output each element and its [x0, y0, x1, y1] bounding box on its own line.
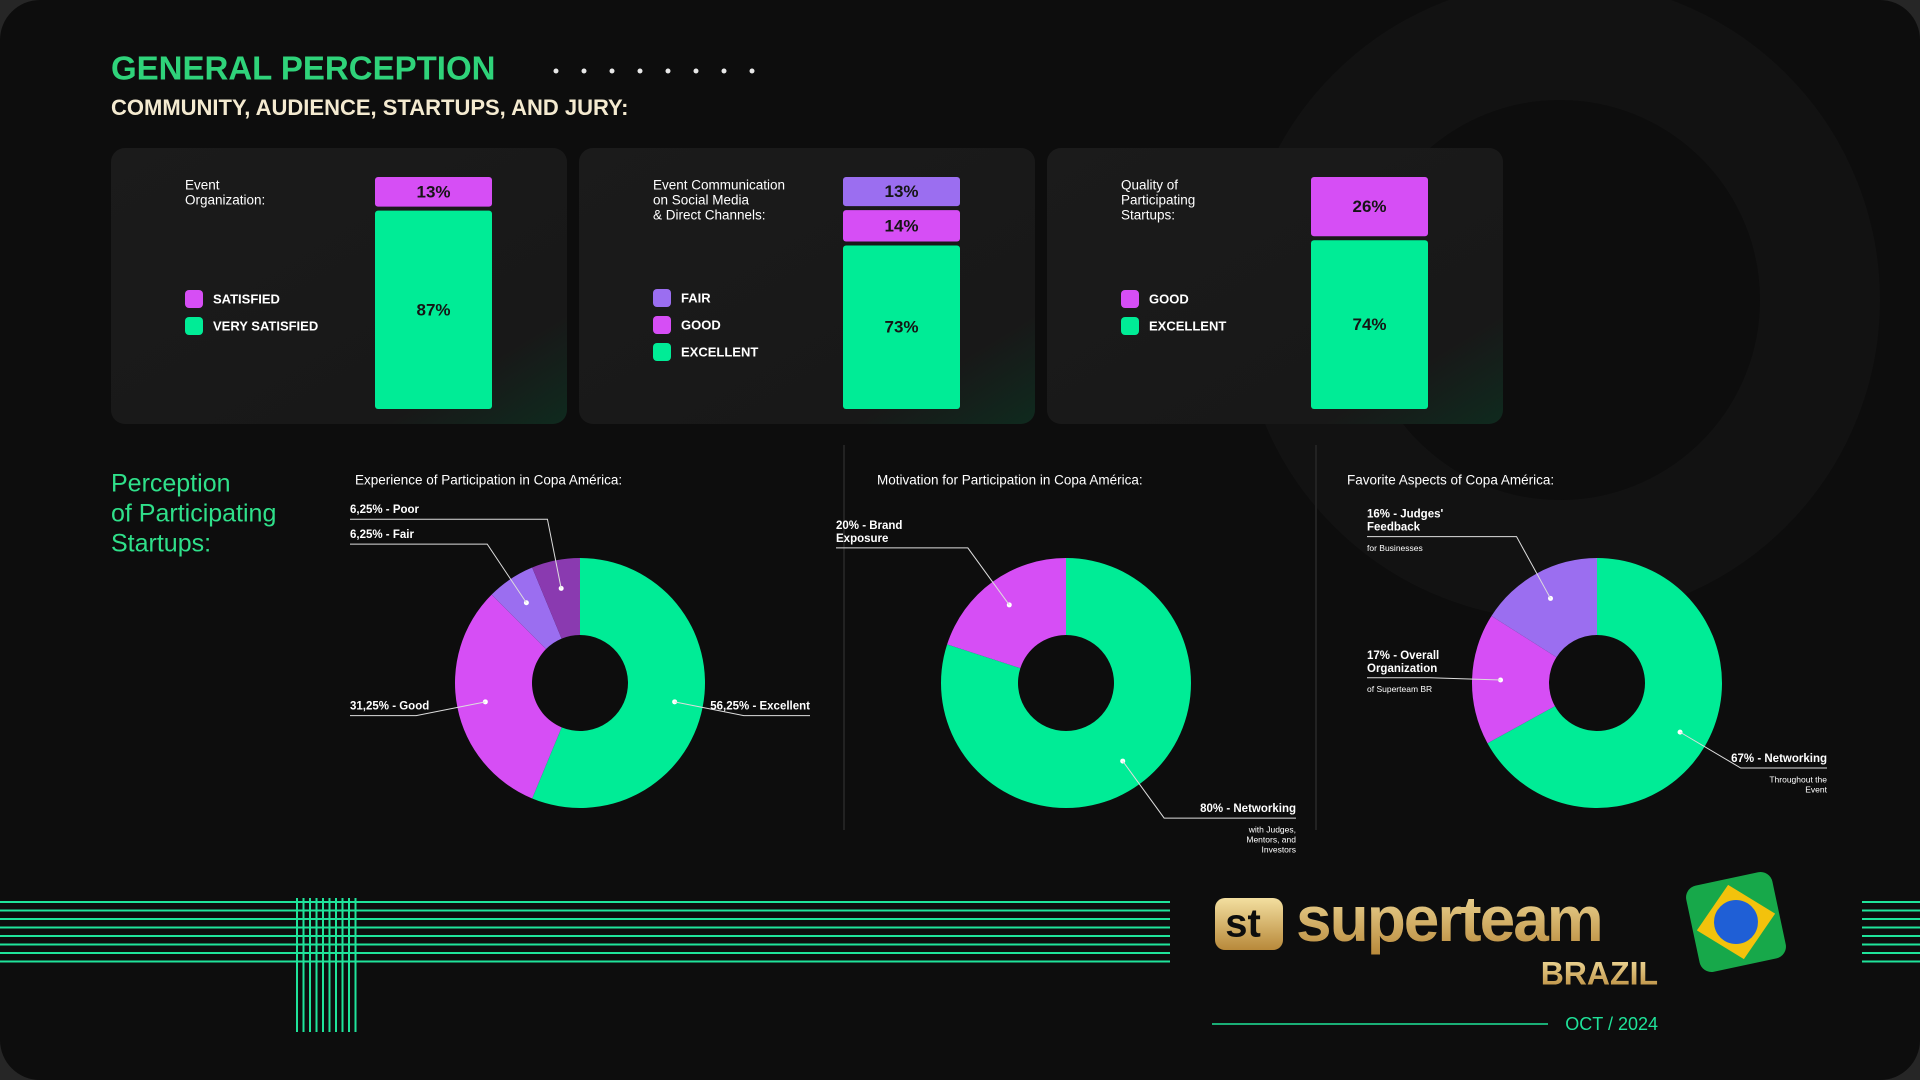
leader-line: [350, 701, 486, 717]
legend-label: EXCELLENT: [681, 344, 758, 359]
legend-label: FAIR: [681, 290, 711, 305]
donut-slice: [491, 567, 562, 650]
donut-slice: [1491, 558, 1597, 658]
chart-title: on Social Media: [653, 193, 750, 208]
leader-line: [1122, 760, 1296, 819]
chart-title: Quality of: [1121, 178, 1178, 193]
chart-title: Event: [185, 178, 220, 193]
leader-line: [350, 543, 527, 604]
slice-label: 6,25% - Fair: [350, 529, 414, 541]
slice-label: Exposure: [836, 533, 888, 545]
chart-title: Experience of Participation in Copa Amér…: [355, 473, 622, 488]
chart-title: Organization:: [185, 193, 265, 208]
legend-label: EXCELLENT: [1149, 318, 1226, 333]
leader-line: [350, 518, 562, 589]
legend-label: SATISFIED: [213, 291, 280, 306]
bar-segment: [843, 177, 960, 207]
slice-label: 67% - Networking: [1731, 753, 1827, 765]
bar-segment: [375, 177, 492, 207]
logo-icon: [1215, 898, 1283, 950]
stripes: [0, 898, 1920, 1032]
donut-slice: [1472, 616, 1557, 744]
subtitle: COMMUNITY, AUDIENCE, STARTUPS, AND JURY:: [111, 95, 628, 120]
bar-value-label: 26%: [1352, 197, 1386, 216]
logo: st superteam BRAZIL OCT / 2024: [1212, 872, 1786, 1034]
donut-slice: [947, 558, 1066, 669]
bar-value-label: 13%: [416, 182, 450, 201]
title: GENERAL PERCEPTION: [111, 50, 495, 87]
legend-label: VERY SATISFIED: [213, 318, 318, 333]
legend-label: GOOD: [681, 317, 721, 332]
leader-line: [1367, 677, 1501, 681]
legend-swatch: [653, 343, 671, 361]
slice-label: 20% - Brand: [836, 520, 902, 532]
chart-title: Favorite Aspects of Copa América:: [1347, 473, 1554, 488]
brand: superteam: [1296, 883, 1602, 955]
leader-line: [836, 547, 1010, 606]
legend-swatch: [1121, 317, 1139, 335]
donut-slice: [941, 558, 1191, 809]
slice-note: Mentors, and: [1246, 834, 1296, 844]
bar-segment: [843, 245, 960, 409]
chart-title: Motivation for Participation in Copa Amé…: [877, 473, 1143, 488]
chart-title: & Direct Channels:: [653, 208, 766, 223]
title-dots: [553, 68, 755, 74]
bar-value-label: 74%: [1352, 315, 1386, 334]
slice-note: Event: [1805, 784, 1827, 794]
chart-title: Startups:: [1121, 208, 1175, 223]
date: OCT / 2024: [1565, 1014, 1658, 1034]
slice-label: 17% - Overall: [1367, 650, 1439, 662]
slice-label: 80% - Networking: [1200, 803, 1296, 815]
country: BRAZIL: [1541, 955, 1658, 991]
leader-line: [1679, 731, 1827, 769]
bar-value-label: 14%: [884, 216, 918, 235]
slice-note: with Judges,: [1248, 824, 1296, 834]
slice-label: 16% - Judges': [1367, 509, 1443, 521]
section-title: of Participating: [111, 500, 276, 528]
section-title: Perception: [111, 470, 231, 498]
bar-segment: [375, 210, 492, 409]
slice-note: Throughout the: [1769, 774, 1827, 784]
legend-swatch: [185, 317, 203, 335]
bar-segment: [843, 210, 960, 242]
slice-note: of Superteam BR: [1367, 684, 1432, 694]
slice-note: Investors: [1262, 844, 1297, 854]
slice-label: Organization: [1367, 663, 1437, 675]
chart-title: Event Communication: [653, 178, 785, 193]
flag: [1686, 872, 1786, 972]
chart-title: Participating: [1121, 193, 1195, 208]
logo-icon-text: st: [1225, 902, 1261, 946]
legend-swatch: [1121, 290, 1139, 308]
card: [111, 148, 567, 424]
legend-swatch: [653, 316, 671, 334]
leader-line: [1367, 536, 1551, 599]
bar-segment: [1311, 240, 1428, 409]
card: [1047, 148, 1503, 424]
donut-slice: [532, 558, 705, 808]
legend-label: GOOD: [1149, 291, 1189, 306]
donut-slice: [1487, 558, 1722, 809]
bar-value-label: 13%: [884, 182, 918, 201]
card: [579, 148, 1035, 424]
slice-note: for Businesses: [1367, 543, 1423, 553]
slice-label: 56,25% - Excellent: [710, 701, 810, 713]
donut-slice: [455, 594, 562, 799]
bar-value-label: 73%: [884, 318, 918, 337]
legend-swatch: [185, 290, 203, 308]
slice-label: 31,25% - Good: [350, 701, 429, 713]
bar-segment: [1311, 177, 1428, 237]
donut-slice: [532, 558, 580, 639]
section-title: Startups:: [111, 530, 211, 558]
leader-line: [674, 701, 810, 717]
bar-value-label: 87%: [416, 300, 450, 319]
slice-label: Feedback: [1367, 522, 1421, 534]
slice-label: 6,25% - Poor: [350, 504, 420, 516]
legend-swatch: [653, 289, 671, 307]
